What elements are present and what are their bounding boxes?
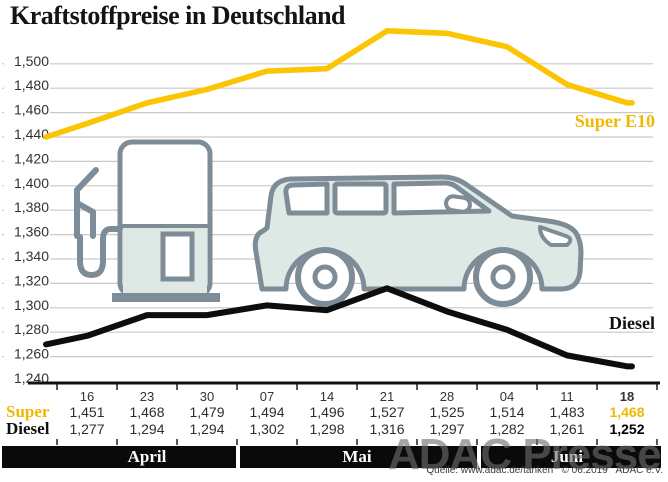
x-axis-baseline bbox=[28, 381, 660, 385]
diesel-price-row: Diesel 1,277 1,294 1,294 1,302 1,298 1,316 1,29… bbox=[0, 419, 668, 438]
price-cell: 1,494 bbox=[249, 404, 285, 420]
y-tick-label: 1,500 bbox=[14, 53, 49, 69]
y-tick-label: 1,340 bbox=[14, 248, 49, 264]
price-cell: 1,514 bbox=[489, 404, 525, 420]
date-row: 16 23 30 07 14 21 28 04 11 18 bbox=[0, 389, 668, 405]
price-cell: 1,298 bbox=[309, 421, 345, 437]
price-cell: 1,468 bbox=[129, 404, 165, 420]
price-cell: 1,302 bbox=[249, 421, 285, 437]
source-credit: Quelle: www.adac.de/tanken © 06.2019 ADA… bbox=[426, 465, 663, 476]
price-cell: 1,316 bbox=[369, 421, 405, 437]
month-band-april bbox=[2, 446, 236, 468]
price-cell: 1,479 bbox=[189, 404, 225, 420]
date-label: 04 bbox=[499, 389, 515, 404]
axis bbox=[28, 381, 660, 445]
price-cell: 1,468 bbox=[609, 404, 645, 420]
price-cell: 1,277 bbox=[69, 421, 105, 437]
y-tick-label: 1,380 bbox=[14, 199, 49, 215]
price-cell: 1,483 bbox=[549, 404, 585, 420]
price-cell: 1,261 bbox=[549, 421, 585, 437]
gridlines: 1,500 1,480 1,460 1,440 1,420 1,400 1,380 1,360… bbox=[2, 53, 653, 386]
price-cell: 1,525 bbox=[429, 404, 465, 420]
y-tick-label: 1,360 bbox=[14, 224, 49, 240]
page-title: Kraftstoffpreise in Deutschland bbox=[10, 1, 346, 30]
row-label-super: Super bbox=[6, 402, 50, 421]
month-label: Mai bbox=[342, 447, 372, 466]
month-label: Juni bbox=[550, 447, 584, 466]
y-tick-label: 1,400 bbox=[14, 175, 49, 191]
price-cell: 1,294 bbox=[189, 421, 225, 437]
line-diesel bbox=[43, 285, 635, 370]
month-band-mai bbox=[240, 446, 477, 468]
month-band-juni bbox=[481, 446, 661, 468]
date-label: 07 bbox=[259, 389, 275, 404]
line-super bbox=[43, 28, 635, 140]
date-label: 11 bbox=[560, 389, 574, 404]
date-label: 18 bbox=[619, 389, 635, 404]
fuel-pump-icon bbox=[74, 139, 220, 302]
y-tick-label: 1,460 bbox=[14, 102, 49, 118]
series-lines bbox=[43, 28, 635, 370]
y-tick-label: 1,260 bbox=[14, 346, 49, 362]
price-cell: 1,282 bbox=[489, 421, 525, 437]
price-cell: 1,496 bbox=[309, 404, 345, 420]
date-label: 30 bbox=[199, 389, 215, 404]
y-tick-label: 1,320 bbox=[14, 272, 49, 288]
price-cell: 1,451 bbox=[69, 404, 105, 420]
date-label: 16 bbox=[79, 389, 95, 404]
super-price-row: Super 1,451 1,468 1,479 1,494 1,496 1,527 1,525… bbox=[0, 402, 668, 421]
date-label: 14 bbox=[319, 389, 335, 404]
y-tick-label: 1,420 bbox=[14, 150, 49, 166]
series-label-super-e10: Super E10 bbox=[574, 111, 655, 131]
price-cell: 1,297 bbox=[429, 421, 465, 437]
y-tick-label: 1,440 bbox=[14, 126, 49, 142]
row-label-diesel: Diesel bbox=[6, 419, 50, 438]
date-label: 28 bbox=[439, 389, 455, 404]
y-tick-label: 1,280 bbox=[14, 321, 49, 337]
car-icon bbox=[252, 174, 584, 307]
price-cell: 1,527 bbox=[369, 404, 405, 420]
price-cell: 1,252 bbox=[609, 421, 645, 437]
date-label: 21 bbox=[379, 389, 395, 404]
date-label: 23 bbox=[139, 389, 155, 404]
month-label: April bbox=[127, 447, 167, 466]
y-tick-label: 1,480 bbox=[14, 77, 49, 93]
y-tick-label: 1,300 bbox=[14, 297, 49, 313]
watermark: ADAC Presse bbox=[388, 430, 662, 479]
price-cell: 1,294 bbox=[129, 421, 165, 437]
series-label-diesel: Diesel bbox=[609, 313, 655, 333]
